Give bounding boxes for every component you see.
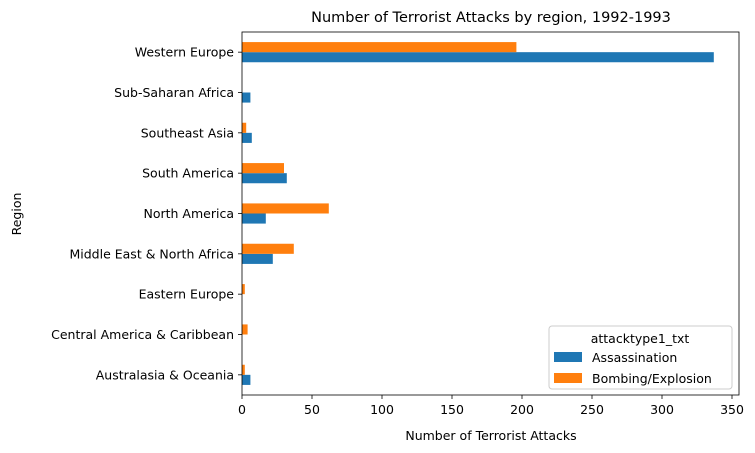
y-tick-label: South America: [142, 166, 234, 181]
bar-bombing-explosion-eastern-europe: [242, 284, 245, 295]
bar-bombing-explosion-central-america-caribbean: [242, 324, 248, 335]
x-tick-label: 250: [580, 402, 604, 417]
chart-title: Number of Terrorist Attacks by region, 1…: [311, 10, 671, 26]
x-tick-label: 200: [510, 402, 534, 417]
bars-group: [242, 42, 714, 385]
legend-title: attacktype1_txt: [591, 331, 690, 346]
bar-assassination-middle-east-north-africa: [242, 253, 273, 264]
bar-bombing-explosion-south-america: [242, 163, 284, 174]
x-tick-label: 350: [720, 402, 744, 417]
y-tick-label: Western Europe: [135, 45, 235, 60]
y-tick-label: Eastern Europe: [139, 287, 235, 302]
y-tick-label: Sub-Saharan Africa: [114, 85, 234, 100]
x-tick-label: 300: [650, 402, 674, 417]
y-axis-ticks: Australasia & Oceania Central America & C…: [51, 45, 242, 382]
x-tick-label: 50: [304, 402, 320, 417]
y-tick-label: Southeast Asia: [141, 125, 234, 140]
legend-label-assassination: Assassination: [592, 350, 677, 365]
bar-bombing-explosion-southeast-asia: [242, 122, 247, 133]
bar-assassination-south-america: [242, 173, 287, 184]
x-tick-label: 150: [440, 402, 464, 417]
bar-assassination-western-europe: [242, 52, 714, 63]
y-tick-label: North America: [144, 206, 235, 221]
bar-assassination-australasia-oceania: [242, 374, 251, 385]
legend-label-bombing: Bombing/Explosion: [592, 371, 712, 386]
bar-bombing-explosion-middle-east-north-africa: [242, 243, 294, 254]
y-tick-label: Central America & Caribbean: [51, 327, 234, 342]
x-tick-label: 0: [238, 402, 246, 417]
bar-bombing-explosion-western-europe: [242, 42, 517, 53]
bar-bombing-explosion-north-america: [242, 203, 329, 214]
y-tick-label: Australasia & Oceania: [96, 367, 234, 382]
legend-swatch-bombing: [554, 373, 582, 383]
x-axis-ticks: 0 50 100 150 200 250 300 350: [238, 395, 744, 417]
legend: attacktype1_txt Assassination Bombing/Ex…: [548, 325, 733, 390]
y-tick-label: Middle East & North Africa: [69, 246, 234, 261]
bar-assassination-sub-saharan-africa: [242, 92, 251, 103]
bar-assassination-southeast-asia: [242, 132, 252, 143]
y-axis-label: Region: [9, 193, 24, 236]
bar-bombing-explosion-australasia-oceania: [242, 364, 245, 375]
x-tick-label: 100: [370, 402, 394, 417]
legend-swatch-assassination: [554, 352, 582, 362]
x-axis-label: Number of Terrorist Attacks: [405, 428, 576, 443]
bar-assassination-north-america: [242, 213, 266, 224]
legend-box: [548, 325, 733, 390]
